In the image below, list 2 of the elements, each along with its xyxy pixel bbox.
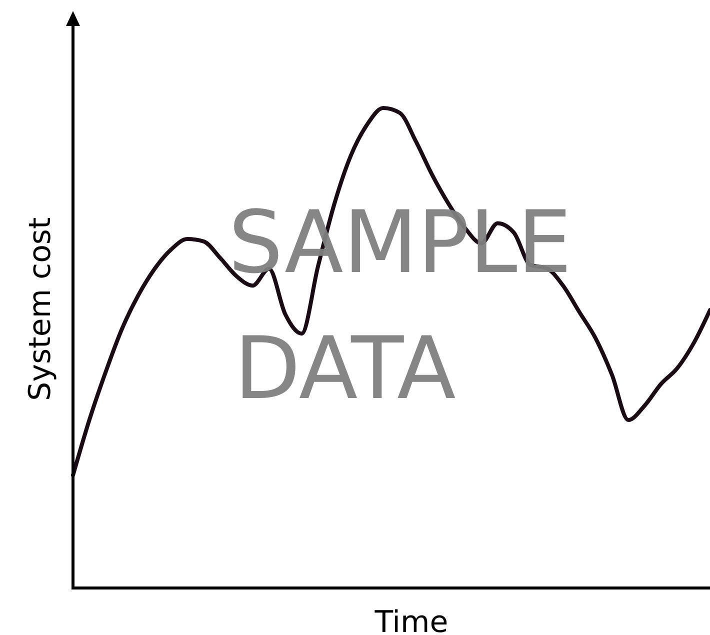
y-axis-title: System cost xyxy=(23,216,58,401)
x-axis-title: Time xyxy=(374,605,448,635)
